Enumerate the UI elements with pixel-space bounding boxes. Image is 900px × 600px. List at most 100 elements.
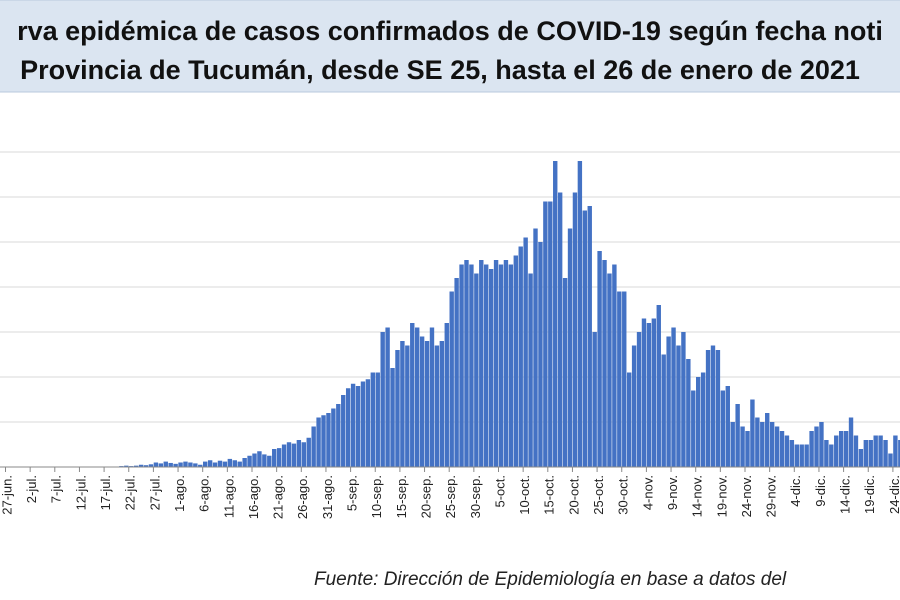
bar [898,440,900,467]
bar [296,440,302,467]
bar [212,462,218,467]
bar [227,458,233,467]
bar [207,460,213,467]
bar [203,461,208,467]
bar [488,269,494,467]
bar [765,413,770,467]
bar [533,228,538,467]
bar [365,379,371,467]
x-tick-label: 14-nov. [690,475,705,517]
bar [888,453,893,467]
x-tick-label: 29-nov. [764,475,779,517]
bar [257,451,262,467]
bar [232,460,237,467]
bar [848,417,854,467]
bar [700,372,706,467]
x-tick-label: 27-jul. [147,475,162,510]
bar [671,327,676,467]
x-tick-label: 4-dic. [788,475,803,507]
x-tick-label: 5-oct. [492,475,507,508]
x-tick-label: 12-jul. [73,475,88,510]
x-tick-label: 2-jul. [24,475,39,503]
bar [676,345,681,467]
bar [666,336,671,467]
bar [326,413,331,467]
bar [459,264,464,467]
bar [607,273,612,467]
source-note: Fuente: Dirección de Epidemiología en ba… [314,569,787,590]
bar [281,444,287,467]
bar [252,453,257,467]
bar [168,462,173,467]
title-box [0,0,900,93]
x-tick-label: 19-nov. [714,475,729,517]
bar [124,465,129,467]
bar [508,264,514,467]
bar [331,408,336,467]
bar [385,327,390,467]
bar [479,260,484,467]
bar [725,386,730,467]
bar [360,381,366,467]
bar [745,431,750,467]
x-tick-label: 7-jul. [49,475,64,503]
bar [405,345,410,467]
bar [400,341,405,467]
bar [769,422,775,467]
bar [262,454,267,467]
bar [794,444,799,467]
x-tick-label: 9-dic. [813,475,828,507]
x-tick-label: 20-oct. [566,475,581,515]
bar [188,462,193,467]
bar [548,201,553,467]
bar [336,404,341,467]
bar [681,332,686,467]
bar [414,327,420,467]
x-tick-label: 27-jun. [0,475,14,515]
bar [834,435,839,467]
bar [222,461,228,467]
bar [750,399,755,467]
bar [577,161,583,467]
x-tick-label: 17-jul. [98,475,113,510]
bar [370,372,376,467]
bar [789,440,795,467]
bar [779,431,785,467]
bar [838,431,844,467]
bar [883,440,888,467]
bar [341,395,346,467]
x-tick-label: 9-nov. [665,475,680,510]
bar [484,264,489,467]
bar [173,463,178,467]
bar [853,435,859,467]
bar [804,444,809,467]
bar [355,386,361,467]
x-tick-label: 22-jul. [123,475,138,510]
x-tick-label: 26-ago. [295,475,310,519]
bar [153,462,159,467]
bar [824,440,829,467]
bar [464,260,469,467]
bar [622,291,627,467]
bar [715,350,721,467]
bar [760,422,765,467]
bar [498,264,504,467]
bar [429,327,435,467]
bar [691,390,696,467]
bar [434,345,440,467]
bar [755,417,760,467]
bar [444,323,449,467]
bar [148,464,154,467]
bar [705,350,711,467]
bar [538,242,543,467]
bar [439,341,445,467]
bar [858,449,864,467]
bar [814,426,819,467]
bar [454,278,459,467]
bar [819,422,824,467]
bar [612,264,617,467]
x-tick-label: 5-sep. [345,475,360,511]
x-tick-label: 4-nov. [640,475,655,510]
bar [311,426,316,467]
